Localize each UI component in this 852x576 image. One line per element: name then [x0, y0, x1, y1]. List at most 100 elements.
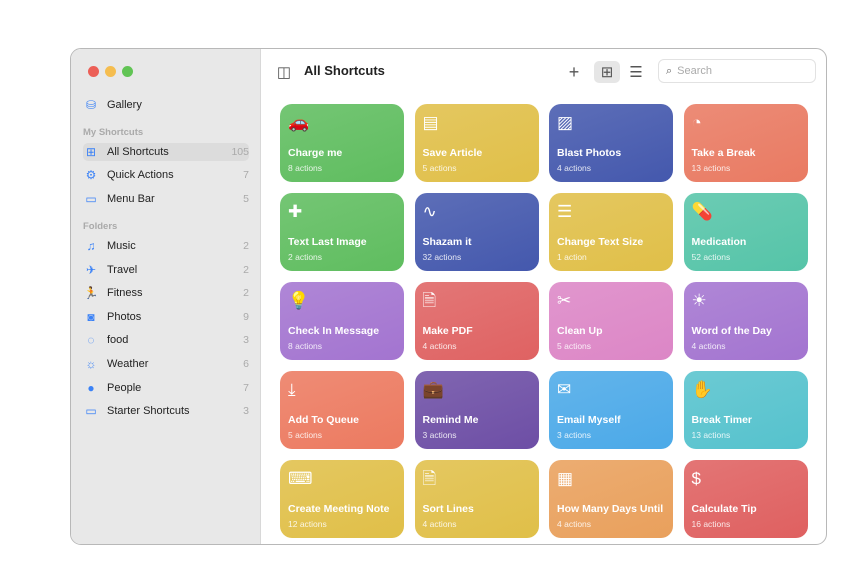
- sidebar-item-menu-bar[interactable]: ▭ Menu Bar 5: [83, 190, 249, 208]
- label: Travel: [107, 263, 138, 276]
- sidebar-item-folder[interactable]: ✈ Travel 2: [83, 261, 249, 279]
- page-title: All Shortcuts: [304, 63, 385, 78]
- shortcut-icon: ⤓: [288, 380, 296, 399]
- shortcut-card[interactable]: 💼 Remind Me 3 actions: [414, 371, 539, 449]
- shortcut-action-count: 13 actions: [691, 430, 731, 440]
- shortcut-icon: ▨: [557, 113, 574, 132]
- sidebar-item-folder[interactable]: ◌ food 3: [83, 331, 249, 349]
- sidebar-item-quick-actions[interactable]: ⚙ Quick Actions 7: [83, 166, 249, 184]
- gallery-icon: ⛁: [85, 98, 97, 112]
- count: 6: [243, 358, 249, 370]
- shortcut-action-count: 4 actions: [422, 341, 457, 351]
- shortcut-card[interactable]: ▨ Blast Photos 4 actions: [549, 104, 673, 182]
- count: 7: [243, 169, 249, 181]
- shortcut-icon: ⌨: [288, 469, 313, 488]
- count: 105: [231, 146, 249, 158]
- sidebar-toggle-icon[interactable]: ◫: [276, 64, 292, 81]
- count: 2: [243, 240, 249, 252]
- grid-icon: ⊞: [85, 145, 97, 159]
- shortcut-card[interactable]: 🗎 Make PDF 4 actions: [414, 282, 539, 360]
- count: 2: [243, 287, 249, 300]
- shortcut-card[interactable]: 🗎 Sort Lines 4 actions: [414, 460, 539, 538]
- shortcut-action-count: 52 actions: [691, 252, 731, 262]
- shortcut-icon: 🚗: [288, 113, 310, 132]
- gear-icon: ⚙: [85, 168, 97, 182]
- shortcut-action-count: 8 actions: [288, 163, 323, 173]
- sidebar-item-gallery[interactable]: ⛁ Gallery: [83, 96, 249, 114]
- zoom-button[interactable]: [122, 66, 133, 77]
- shortcut-name: Email Myself: [557, 414, 621, 426]
- shortcut-card[interactable]: ☰ Change Text Size 1 action: [549, 193, 673, 271]
- shortcut-card[interactable]: ∿ Shazam it 32 actions: [414, 193, 539, 271]
- shortcut-card[interactable]: $ Calculate Tip 16 actions: [683, 460, 808, 538]
- label: Gallery: [107, 99, 142, 111]
- sidebar-item-folder[interactable]: 🏃 Fitness 2: [83, 284, 249, 302]
- minimize-button[interactable]: [105, 66, 116, 77]
- sidebar-item-all-shortcuts[interactable]: ⊞ All Shortcuts 105: [83, 143, 249, 161]
- shortcut-action-count: 5 actions: [288, 430, 323, 440]
- shortcut-card[interactable]: 💊 Medication 52 actions: [683, 193, 808, 271]
- shortcut-card[interactable]: ⌨ Create Meeting Note 12 actions: [280, 460, 404, 538]
- count: 9: [243, 310, 249, 323]
- sidebar-item-folder[interactable]: ☼ Weather 6: [83, 355, 250, 373]
- grid-view-button[interactable]: ⊞: [594, 61, 620, 83]
- shortcut-icon: ▦: [557, 469, 574, 488]
- shortcut-icon: 🗎: [422, 469, 437, 488]
- search-input[interactable]: ⌕ Search: [658, 59, 816, 83]
- count: 2: [243, 263, 249, 276]
- folder-icon: ♫: [86, 239, 96, 253]
- shortcut-card[interactable]: 🚗 Charge me 8 actions: [280, 104, 404, 182]
- shortcut-name: Create Meeting Note: [288, 503, 390, 515]
- label: Weather: [107, 358, 149, 370]
- folder-icon: ◙: [87, 309, 95, 324]
- folder-icon: ✈: [85, 262, 97, 277]
- shortcut-action-count: 4 actions: [557, 519, 592, 529]
- shortcut-card[interactable]: ◔ Take a Break 13 actions: [683, 104, 808, 182]
- shortcut-card[interactable]: ⤓ Add To Queue 5 actions: [280, 371, 404, 449]
- shortcut-icon: ☀: [691, 291, 707, 310]
- shortcut-icon: ☰: [557, 202, 573, 221]
- label: Fitness: [107, 287, 143, 300]
- label: Music: [107, 240, 136, 252]
- sidebar-item-folder[interactable]: ● People 7: [83, 379, 249, 397]
- label: All Shortcuts: [107, 146, 169, 158]
- shortcut-icon: 💼: [422, 380, 444, 399]
- count: 3: [243, 334, 249, 347]
- sidebar-item-folder[interactable]: ▭ Starter Shortcuts 3: [83, 402, 249, 420]
- folder-icon: ●: [87, 380, 95, 395]
- shortcut-card[interactable]: 💡 Check In Message 8 actions: [280, 282, 404, 360]
- shortcut-icon: ✚: [288, 202, 303, 221]
- shortcut-icon: ◔: [691, 113, 702, 132]
- shortcut-icon: $: [691, 469, 701, 488]
- shortcut-card[interactable]: ✂ Clean Up 5 actions: [549, 282, 673, 360]
- shortcut-name: Medication: [691, 236, 747, 248]
- count: 3: [243, 405, 249, 418]
- shortcut-card[interactable]: ☀ Word of the Day 4 actions: [683, 282, 808, 360]
- list-view-button[interactable]: ☰: [625, 61, 647, 83]
- shortcut-action-count: 4 actions: [691, 341, 726, 351]
- shortcut-card[interactable]: ✚ Text Last Image 2 actions: [280, 193, 404, 271]
- add-shortcut-button[interactable]: +: [568, 61, 580, 82]
- shortcuts-window: ⛁ Gallery My Shortcuts ⊞ All Shortcuts 105 …: [70, 48, 827, 545]
- label: Quick Actions: [107, 169, 174, 181]
- shortcut-action-count: 8 actions: [288, 341, 323, 351]
- shortcut-card[interactable]: ▤ Save Article 5 actions: [414, 104, 539, 182]
- close-button[interactable]: [88, 66, 99, 77]
- sidebar-item-folder[interactable]: ◙ Photos 9: [83, 308, 249, 326]
- label: Menu Bar: [107, 193, 155, 205]
- shortcut-card[interactable]: ✉ Email Myself 3 actions: [549, 371, 673, 449]
- window-icon: ▭: [85, 192, 97, 206]
- shortcut-name: Save Article: [422, 147, 483, 159]
- shortcut-action-count: 12 actions: [288, 519, 327, 529]
- shortcut-card[interactable]: ✋ Break Timer 13 actions: [683, 371, 808, 449]
- shortcut-action-count: 4 actions: [557, 163, 592, 173]
- shortcut-name: Check In Message: [288, 325, 380, 337]
- sidebar-item-folder[interactable]: ♫ Music 2: [83, 237, 250, 255]
- my-shortcuts-header: My Shortcuts: [83, 127, 144, 138]
- shortcut-icon: 💊: [691, 202, 713, 221]
- shortcut-action-count: 13 actions: [691, 163, 731, 173]
- shortcut-name: Change Text Size: [557, 236, 644, 248]
- shortcut-card[interactable]: ▦ How Many Days Until 4 actions: [549, 460, 673, 538]
- shortcut-name: Clean Up: [557, 325, 603, 337]
- folder-icon: 🏃: [83, 286, 99, 301]
